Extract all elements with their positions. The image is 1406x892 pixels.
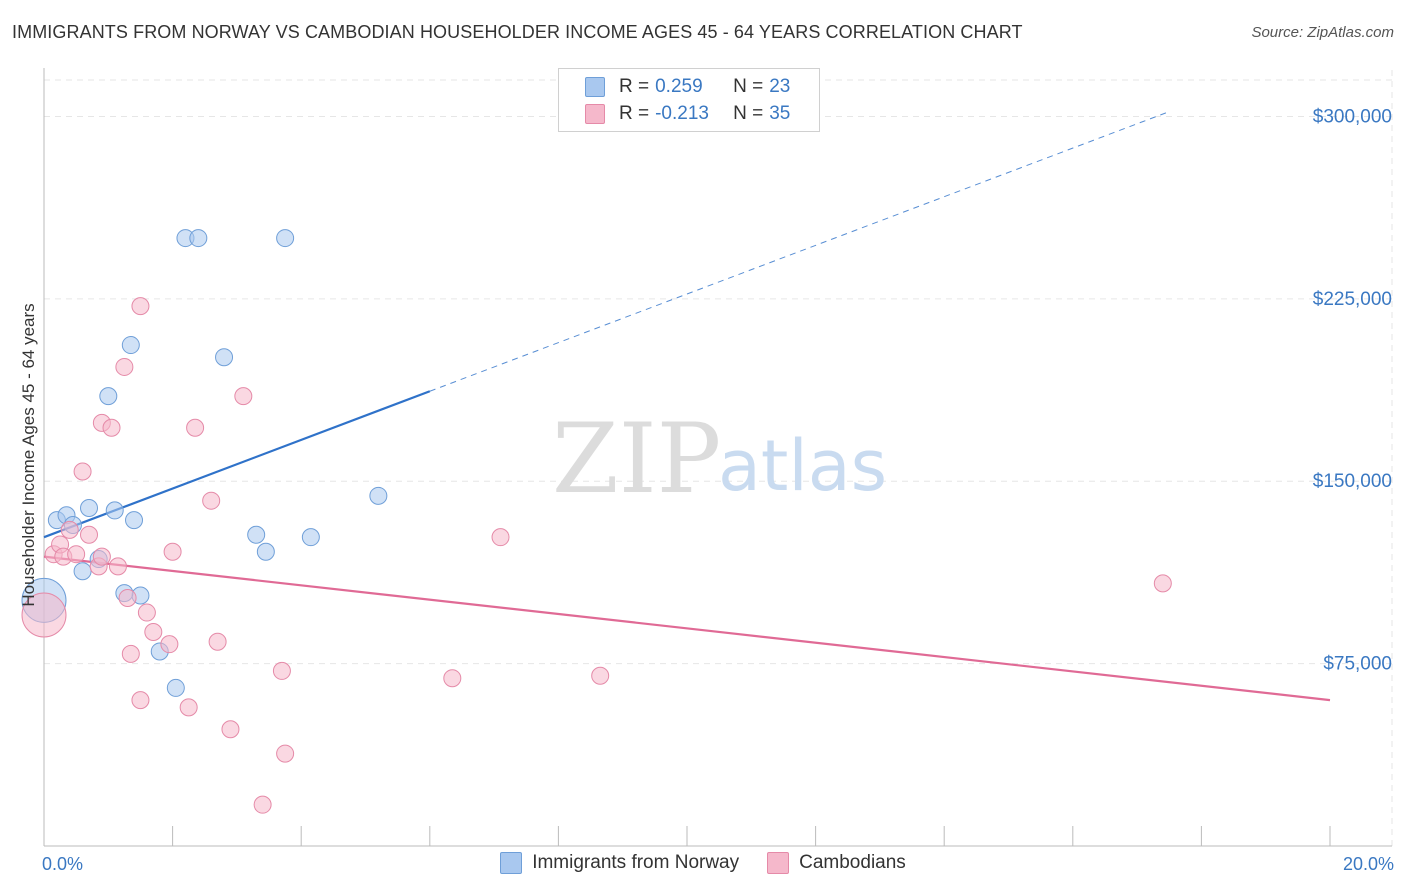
point-cambodians (221, 720, 240, 739)
point-cambodians (202, 491, 221, 510)
watermark-atlas: atlas (718, 425, 887, 507)
point-cambodians (118, 588, 137, 607)
point-norway (256, 542, 275, 561)
point-norway (125, 511, 144, 530)
point-cambodians (137, 603, 156, 622)
point-norway (105, 501, 124, 520)
source-credit: Source: ZipAtlas.com (1251, 24, 1394, 41)
point-norway (189, 229, 208, 248)
legend-swatch-norway (585, 77, 605, 97)
n-key: N = (733, 76, 764, 97)
x-tick-label: 0.0% (42, 854, 83, 874)
y-tick-label: $75,000 (1323, 654, 1392, 675)
trend-line-norway-extension (429, 111, 1170, 392)
trend-line-norway (43, 390, 431, 539)
point-norway (121, 336, 140, 355)
y-tick-label: $150,000 (1313, 471, 1392, 492)
trend-line-cambodians (43, 555, 1331, 702)
point-norway (301, 528, 320, 547)
y-tick-label: $225,000 (1313, 289, 1392, 310)
point-cambodians (208, 632, 227, 651)
point-cambodians (179, 698, 198, 717)
point-cambodians (115, 357, 134, 376)
point-cambodians (131, 297, 150, 316)
x-tick-labels: 0.0% 20.0% (42, 854, 1394, 874)
y-tick-labels: $75,000 $150,000 $225,000 $300,000 (1313, 106, 1392, 674)
point-cambodians (67, 545, 86, 564)
series-legend: Immigrants from Norway Cambodians (0, 852, 1406, 874)
y-axis-label: Householder Income Ages 45 - 64 years (19, 303, 38, 606)
point-norway (369, 486, 388, 505)
point-cambodians (163, 542, 182, 561)
data-points (21, 229, 1172, 814)
r-value: 0.259 (655, 76, 703, 97)
point-cambodians (1153, 574, 1172, 593)
legend-row-cambodians: R = -0.213 N = 35 (585, 101, 790, 127)
point-cambodians (108, 557, 127, 576)
point-cambodians (491, 528, 510, 547)
legend-swatch-cambodians (585, 104, 605, 124)
point-norway (247, 525, 266, 544)
r-key: R = (619, 103, 650, 124)
grid-lines (44, 70, 1393, 846)
correlation-legend: R = 0.259 N = 23 R = -0.213 N = 35 (558, 68, 820, 132)
legend-row-norway: R = 0.259 N = 23 (585, 74, 790, 100)
point-cambodians (131, 691, 150, 710)
y-tick-label: $300,000 (1313, 106, 1392, 127)
axes (43, 68, 1392, 847)
point-cambodians (21, 592, 67, 638)
legend-item-norway[interactable]: Immigrants from Norway (500, 852, 739, 874)
point-norway (73, 562, 92, 581)
point-cambodians (234, 387, 253, 406)
point-cambodians (102, 418, 121, 437)
point-cambodians (186, 418, 205, 437)
point-norway (80, 498, 99, 517)
point-cambodians (253, 795, 272, 814)
legend-item-cambodians[interactable]: Cambodians (767, 852, 906, 874)
point-norway (99, 387, 118, 406)
point-cambodians (121, 644, 140, 663)
legend-label-norway: Immigrants from Norway (532, 852, 740, 873)
watermark-zip: ZIP (552, 403, 721, 515)
point-cambodians (80, 525, 99, 544)
point-norway (166, 678, 185, 697)
legend-swatch-norway (500, 852, 523, 874)
r-key: R = (619, 76, 650, 97)
point-cambodians (73, 462, 92, 481)
point-cambodians (60, 520, 79, 539)
n-value: 23 (769, 76, 791, 97)
n-value: 35 (769, 103, 791, 124)
n-key: N = (733, 103, 764, 124)
legend-label-cambodians: Cambodians (799, 852, 906, 873)
point-norway (276, 229, 295, 248)
point-cambodians (443, 669, 462, 688)
point-cambodians (276, 744, 295, 763)
legend-swatch-cambodians (767, 852, 790, 874)
r-value: -0.213 (655, 103, 709, 124)
watermark: ZIP atlas (552, 403, 887, 515)
chart-title: IMMIGRANTS FROM NORWAY VS CAMBODIAN HOUS… (12, 22, 1023, 42)
point-cambodians (144, 623, 163, 642)
point-norway (215, 348, 234, 367)
point-cambodians (92, 547, 111, 566)
x-tick-label: 20.0% (1343, 854, 1394, 874)
point-cambodians (591, 666, 610, 685)
point-cambodians (160, 635, 179, 654)
point-cambodians (272, 661, 291, 680)
